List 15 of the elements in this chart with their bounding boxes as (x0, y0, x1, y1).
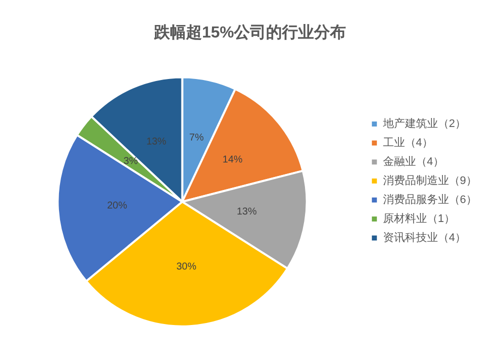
data-label: 13% (236, 206, 257, 218)
data-label: 30% (176, 261, 196, 272)
legend-label: 原材料业（1） (382, 212, 456, 225)
chart-title: 跌幅超15%公司的行业分布 (152, 24, 346, 42)
legend-label: 消费品制造业（9） (382, 174, 478, 187)
data-label: 13% (146, 136, 166, 148)
legend-label: 工业（4） (382, 136, 434, 149)
legend-label: 消费品服务业（6） (382, 193, 478, 206)
legend-label: 金融业（4） (382, 155, 444, 168)
data-label: 7% (189, 132, 204, 144)
legend-label: 地产建筑业（2） (382, 117, 466, 130)
data-label: 20% (107, 200, 128, 212)
legend-label: 资讯科技业（4） (382, 231, 466, 244)
data-label: 3% (123, 156, 138, 168)
data-label: 14% (222, 154, 243, 166)
